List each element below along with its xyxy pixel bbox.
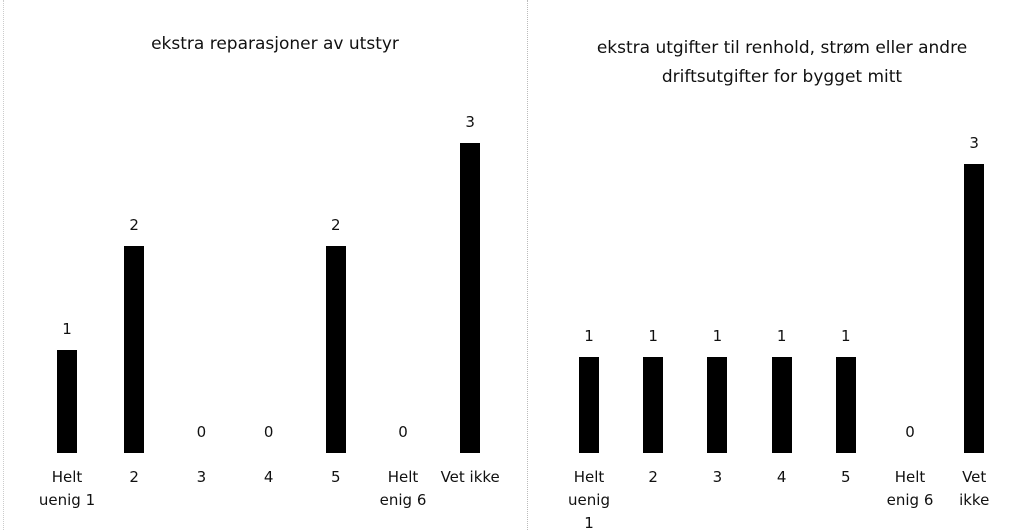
x-tick-label: 4 <box>776 468 787 486</box>
value-label: 1 <box>712 326 723 345</box>
divider <box>527 0 528 530</box>
value-label: 1 <box>62 319 72 338</box>
bar <box>835 356 856 453</box>
edge-line <box>3 0 4 530</box>
value-label: 2 <box>129 216 139 235</box>
x-tick-label: Helt uenig 1 <box>38 468 96 509</box>
bar <box>707 356 728 453</box>
value-label: 1 <box>776 326 787 345</box>
bar <box>57 349 77 453</box>
bar <box>771 356 792 453</box>
value-label: 1 <box>648 326 658 345</box>
value-label: 1 <box>841 326 851 345</box>
chart-title: ekstra utgifter til renhold, strøm eller… <box>596 38 968 87</box>
bar <box>643 356 664 453</box>
value-label: 2 <box>331 216 341 235</box>
bar <box>325 246 346 453</box>
value-label: 3 <box>969 134 979 152</box>
x-tick-label: 2 <box>648 468 658 486</box>
bar <box>579 356 599 453</box>
x-tick-label: Helt uenig 1 <box>568 468 610 530</box>
bar <box>964 164 985 453</box>
x-tick-label: 3 <box>712 468 723 486</box>
value-label: 0 <box>263 423 274 441</box>
bar <box>460 143 481 453</box>
chart-title: ekstra reparasjoner av utstyr <box>151 34 399 54</box>
value-label: 0 <box>196 423 207 441</box>
x-tick-label: 2 <box>129 468 139 486</box>
x-tick-label: Helt enig 6 <box>886 468 934 509</box>
value-label: 1 <box>584 326 594 345</box>
x-tick-label: Vet ikke <box>440 468 500 486</box>
x-tick-label: 5 <box>331 468 341 486</box>
bar <box>124 246 145 453</box>
x-tick-label: 5 <box>841 468 851 486</box>
x-tick-label: Helt enig 6 <box>379 468 427 509</box>
value-label: 0 <box>398 423 408 441</box>
x-tick-label: 4 <box>263 468 274 486</box>
x-tick-label: Vet ikke <box>959 468 990 509</box>
value-label: 3 <box>465 113 475 131</box>
x-tick-label: 3 <box>196 468 207 486</box>
value-label: 0 <box>905 423 915 441</box>
